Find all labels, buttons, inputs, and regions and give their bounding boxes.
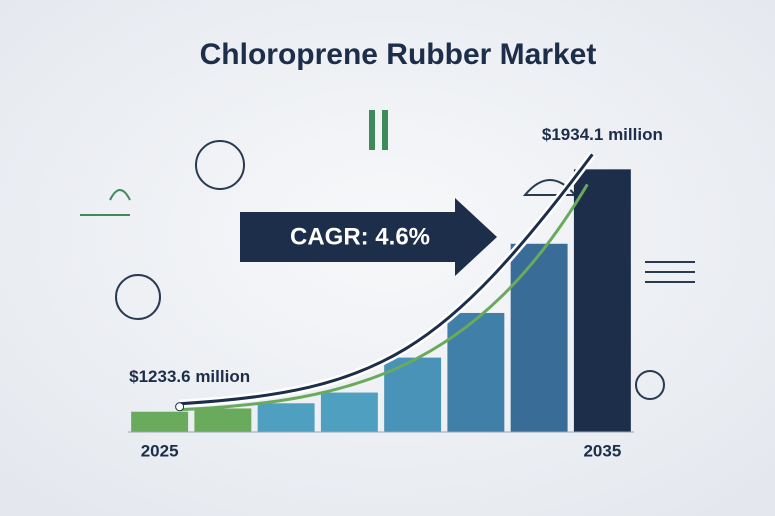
trend-start (175, 402, 185, 412)
x-tick-label: 2035 (583, 441, 621, 460)
x-tick-label: 2025 (141, 441, 179, 460)
bar (573, 169, 631, 432)
trend-line (179, 153, 594, 406)
trend-line (179, 183, 589, 412)
bar (194, 408, 252, 432)
bar (447, 312, 505, 432)
tire-icon (195, 140, 245, 190)
hose-icon (645, 261, 695, 283)
bar (510, 243, 568, 432)
bar (257, 403, 315, 432)
suit-icon (369, 110, 388, 150)
arrow-shape (240, 198, 497, 276)
value-label: $1233.6 million (129, 367, 250, 386)
drop-icon (80, 189, 131, 216)
bar (131, 411, 189, 432)
bar (320, 392, 378, 432)
value-label: $1934.1 million (542, 125, 663, 144)
icons (80, 110, 695, 400)
tire-icon (115, 274, 161, 320)
cagr-label: CAGR: 4.6% (290, 223, 430, 250)
wheel-icon (635, 370, 665, 400)
cagr-arrow: CAGR: 4.6% (240, 198, 497, 276)
chart-title: Chloroprene Rubber Market (200, 38, 597, 71)
